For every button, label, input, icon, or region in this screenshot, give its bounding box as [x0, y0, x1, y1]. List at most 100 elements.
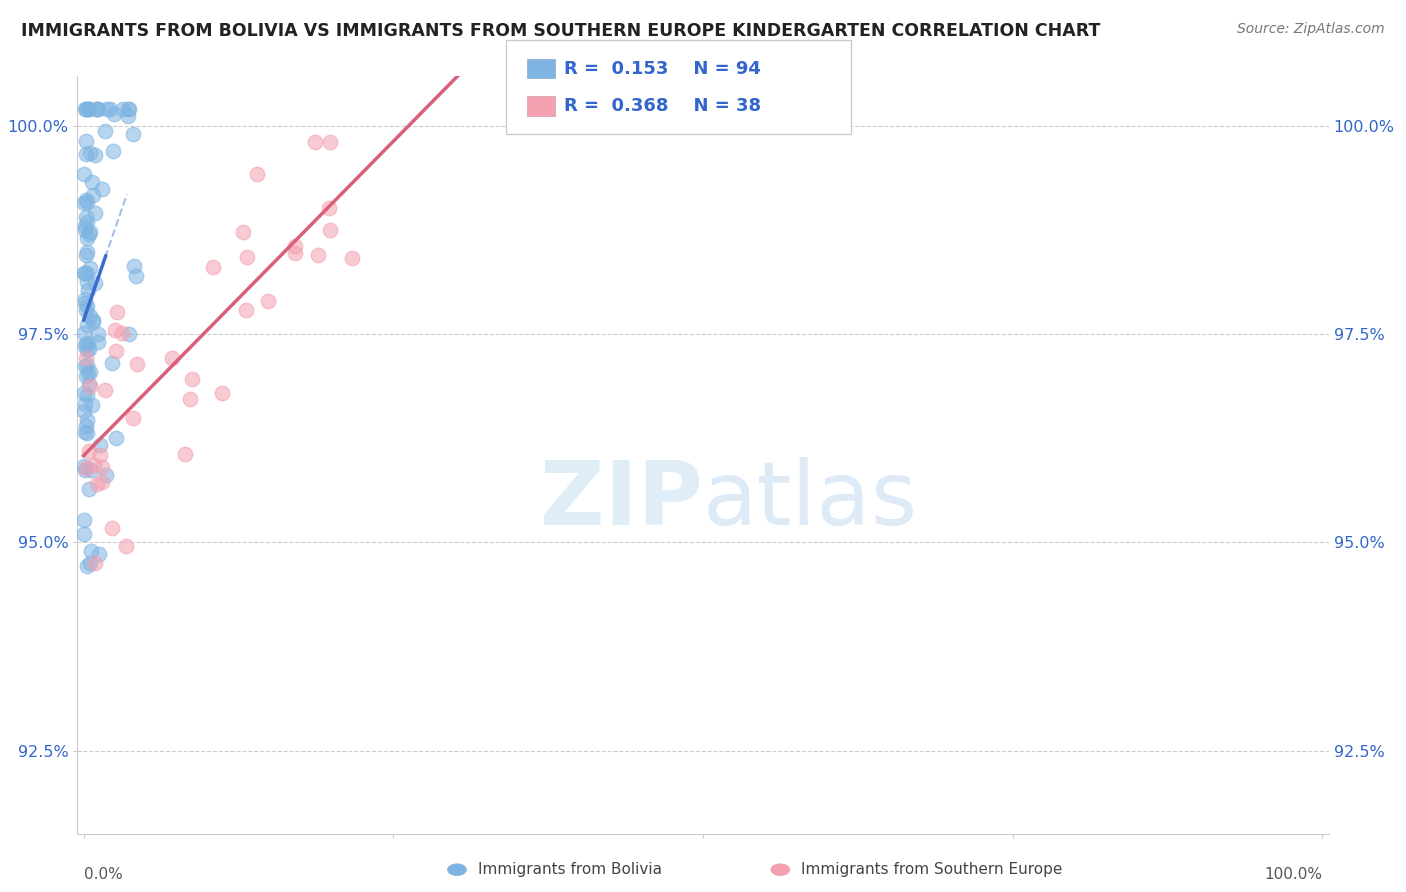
- Point: [318, 201, 340, 215]
- Point: [75, 292, 97, 306]
- Point: [75, 339, 97, 353]
- Point: [103, 107, 125, 121]
- Point: [232, 225, 254, 239]
- Point: [79, 309, 101, 323]
- Point: [82, 313, 104, 327]
- Point: [73, 425, 96, 439]
- Point: [75, 296, 97, 310]
- Point: [112, 102, 135, 116]
- Point: [84, 148, 107, 162]
- Point: [80, 544, 103, 558]
- Point: [174, 447, 197, 461]
- Point: [84, 556, 107, 570]
- Point: [122, 259, 145, 273]
- Text: R =  0.368    N = 38: R = 0.368 N = 38: [564, 97, 761, 115]
- Point: [319, 136, 342, 150]
- Point: [101, 520, 124, 534]
- Text: R =  0.153    N = 94: R = 0.153 N = 94: [564, 60, 761, 78]
- Point: [245, 167, 267, 181]
- Point: [96, 102, 118, 116]
- Point: [76, 426, 98, 441]
- Point: [89, 448, 111, 462]
- Point: [76, 267, 98, 281]
- Point: [76, 244, 98, 259]
- Point: [114, 540, 136, 554]
- Point: [76, 318, 98, 333]
- Point: [104, 431, 127, 445]
- Point: [75, 369, 97, 384]
- Point: [75, 248, 97, 262]
- Text: IMMIGRANTS FROM BOLIVIA VS IMMIGRANTS FROM SOUTHERN EUROPE KINDERGARTEN CORRELAT: IMMIGRANTS FROM BOLIVIA VS IMMIGRANTS FR…: [21, 22, 1101, 40]
- Point: [101, 144, 124, 158]
- Point: [76, 358, 98, 372]
- Point: [75, 351, 97, 365]
- Point: [77, 377, 100, 392]
- Point: [111, 326, 134, 340]
- Point: [77, 227, 100, 241]
- Point: [87, 326, 110, 341]
- Point: [73, 266, 96, 280]
- Point: [93, 124, 115, 138]
- Point: [284, 245, 307, 260]
- Point: [284, 238, 307, 252]
- Point: [77, 444, 100, 458]
- Point: [79, 261, 101, 276]
- Point: [76, 194, 98, 209]
- Point: [76, 299, 98, 313]
- Point: [89, 437, 111, 451]
- Point: [75, 193, 97, 207]
- Point: [73, 102, 96, 116]
- Point: [73, 326, 96, 340]
- Point: [84, 206, 107, 220]
- Point: [76, 387, 98, 401]
- Point: [235, 303, 257, 318]
- Point: [80, 463, 103, 477]
- Point: [122, 410, 145, 425]
- Point: [79, 225, 101, 239]
- Point: [87, 547, 110, 561]
- Point: [79, 146, 101, 161]
- Point: [75, 335, 97, 350]
- Point: [84, 276, 107, 290]
- Point: [76, 413, 98, 427]
- Point: [75, 146, 97, 161]
- Point: [125, 357, 148, 371]
- Point: [98, 102, 121, 116]
- Point: [80, 398, 103, 412]
- Point: [307, 247, 329, 261]
- Point: [86, 477, 108, 491]
- Point: [94, 383, 117, 397]
- Point: [83, 458, 105, 473]
- Point: [79, 556, 101, 570]
- Point: [122, 127, 145, 141]
- Point: [75, 102, 97, 116]
- Point: [75, 266, 97, 280]
- Point: [319, 223, 342, 237]
- Point: [118, 102, 141, 116]
- Text: ZIP: ZIP: [540, 457, 703, 544]
- Point: [82, 315, 104, 329]
- Point: [76, 231, 98, 245]
- Point: [76, 559, 98, 574]
- Point: [118, 327, 141, 342]
- Point: [342, 251, 364, 265]
- Point: [73, 527, 96, 541]
- Text: Immigrants from Bolivia: Immigrants from Bolivia: [478, 863, 662, 877]
- Text: 100.0%: 100.0%: [1264, 867, 1323, 882]
- Point: [75, 302, 97, 317]
- Point: [236, 250, 259, 264]
- Point: [94, 468, 117, 483]
- Text: atlas: atlas: [703, 457, 918, 544]
- Point: [125, 268, 148, 283]
- Point: [73, 195, 96, 210]
- Point: [257, 293, 280, 308]
- Point: [91, 460, 114, 475]
- Point: [77, 337, 100, 351]
- Point: [211, 385, 233, 400]
- Point: [79, 483, 101, 497]
- Text: Immigrants from Southern Europe: Immigrants from Southern Europe: [801, 863, 1063, 877]
- Point: [73, 223, 96, 237]
- Point: [91, 475, 114, 489]
- Point: [75, 210, 97, 224]
- Point: [117, 109, 139, 123]
